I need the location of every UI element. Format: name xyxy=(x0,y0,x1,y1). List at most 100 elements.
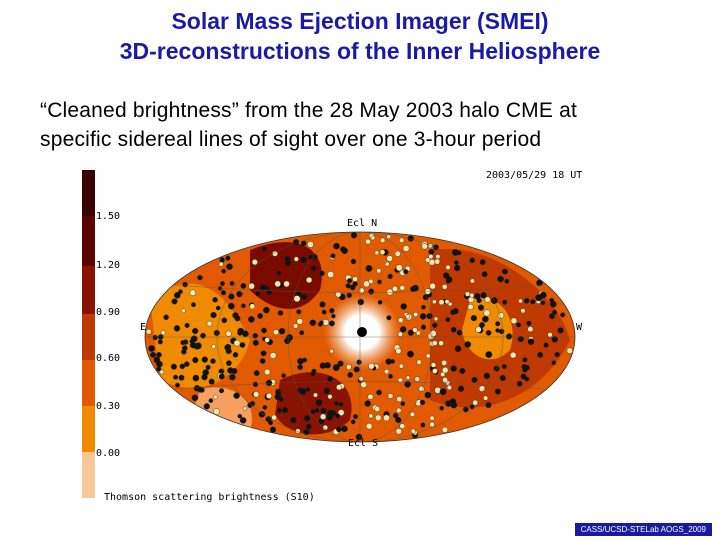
sightline-point xyxy=(293,323,299,329)
colorbar-band-bright xyxy=(82,406,95,452)
sightline-point xyxy=(376,268,382,274)
sightline-point xyxy=(315,399,323,406)
sightline-point xyxy=(225,255,231,261)
sightline-point xyxy=(426,313,433,320)
sightline-point xyxy=(340,246,347,253)
sightline-point xyxy=(226,263,233,271)
sightline-point xyxy=(189,341,197,349)
sightline-point xyxy=(365,264,373,272)
sightline-point xyxy=(263,306,270,314)
sightline-point xyxy=(265,379,273,387)
sightline-point xyxy=(274,280,281,288)
sightline-point xyxy=(237,413,243,419)
sightline-point xyxy=(404,380,411,388)
subtitle-line-2: specific sidereal lines of sight over on… xyxy=(40,128,542,151)
sightline-point xyxy=(467,303,474,310)
coordinate-grid xyxy=(145,232,575,442)
sightline-point xyxy=(249,303,256,310)
sightline-point xyxy=(252,333,259,339)
sightline-point xyxy=(358,287,365,294)
brightness-patch xyxy=(150,283,250,388)
sightline-point xyxy=(337,360,344,367)
sightline-point xyxy=(334,401,339,406)
sightline-point xyxy=(485,351,493,358)
sightline-point xyxy=(220,281,225,286)
sightline-point xyxy=(398,317,404,323)
sky-map xyxy=(145,232,575,442)
grid-line xyxy=(287,232,433,442)
sightline-point xyxy=(557,327,564,334)
sightline-point xyxy=(447,301,453,307)
sightline-point xyxy=(353,414,359,420)
sightline-point xyxy=(148,345,155,352)
sightline-point xyxy=(173,325,181,332)
sightline-point xyxy=(331,313,336,319)
sightline-point xyxy=(364,400,371,407)
sightline-point xyxy=(396,396,403,402)
sightline-point xyxy=(226,360,232,366)
sightline-point xyxy=(484,296,491,303)
sightline-point xyxy=(456,329,463,336)
sightline-point xyxy=(306,276,313,284)
sightline-point xyxy=(539,291,547,299)
sightline-point xyxy=(296,318,303,325)
sightline-point xyxy=(352,276,358,282)
sky-map-figure: 1.50 1.20 0.90 0.60 0.30 0.00 Thomson sc… xyxy=(82,170,583,503)
sightline-point xyxy=(208,398,214,403)
colorbar-tick-5: 0.00 xyxy=(96,448,120,459)
sightline-point xyxy=(468,296,475,303)
sightline-point xyxy=(445,317,451,322)
sightline-point xyxy=(189,289,197,296)
sightline-point xyxy=(368,278,374,284)
sightline-point xyxy=(497,275,504,283)
sightline-point xyxy=(386,234,392,239)
sightline-point xyxy=(495,321,501,327)
sightline-point xyxy=(549,313,555,320)
sightline-point xyxy=(394,250,401,257)
sightline-point xyxy=(225,343,232,350)
sightline-point xyxy=(438,340,444,346)
colorbar-tick-0: 1.50 xyxy=(96,211,120,222)
sightline-point xyxy=(350,258,357,265)
sightline-point xyxy=(387,393,394,399)
sightline-point xyxy=(302,357,307,363)
grid-line xyxy=(174,284,546,293)
sightline-point xyxy=(241,303,246,309)
sightline-point xyxy=(212,297,218,303)
sightline-point xyxy=(367,393,374,400)
sightline-point xyxy=(264,337,270,343)
sightline-point xyxy=(336,384,343,391)
sightline-point xyxy=(442,366,449,374)
sightline-point xyxy=(237,330,243,336)
sightline-point xyxy=(547,332,553,338)
sightline-point xyxy=(520,308,526,314)
sightline-point xyxy=(192,327,199,335)
sightline-point xyxy=(530,299,536,305)
sightline-point xyxy=(257,313,263,319)
colorbar-band-darkest xyxy=(82,170,95,216)
sightline-point xyxy=(420,422,426,428)
sightline-point xyxy=(435,254,441,260)
sightline-point xyxy=(335,413,341,419)
sightline-point xyxy=(395,428,402,435)
sightline-point xyxy=(415,330,421,336)
sightline-point xyxy=(350,419,356,425)
sightline-point xyxy=(203,403,210,410)
sightline-point xyxy=(397,377,404,383)
sightline-point xyxy=(262,405,268,410)
sightline-point xyxy=(502,299,508,305)
sightline-point xyxy=(220,290,226,296)
sightline-point xyxy=(457,385,465,392)
sightline-point xyxy=(197,274,203,281)
sightline-point xyxy=(322,319,329,326)
sightline-point xyxy=(229,374,236,381)
sightline-point xyxy=(405,375,411,380)
sightline-point xyxy=(184,322,190,328)
sightline-point xyxy=(284,260,292,267)
sightline-point xyxy=(413,312,419,318)
sightline-point xyxy=(232,352,239,358)
sightline-point xyxy=(251,259,258,266)
sightline-point xyxy=(522,367,528,373)
sightline-point xyxy=(439,388,447,396)
sightline-point xyxy=(395,348,402,355)
